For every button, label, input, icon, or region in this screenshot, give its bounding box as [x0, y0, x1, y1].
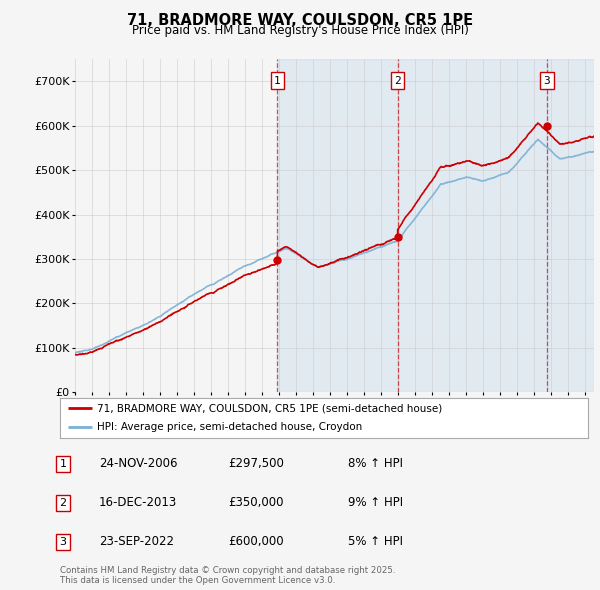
Bar: [547, 59, 594, 392]
Text: 16-DEC-2013: 16-DEC-2013: [99, 496, 177, 509]
Text: 3: 3: [544, 76, 550, 86]
Text: 5% ↑ HPI: 5% ↑ HPI: [348, 535, 403, 548]
Bar: [398, 59, 547, 392]
Text: 23-SEP-2022: 23-SEP-2022: [99, 535, 174, 548]
Text: Contains HM Land Registry data © Crown copyright and database right 2025.
This d: Contains HM Land Registry data © Crown c…: [60, 566, 395, 585]
Text: Price paid vs. HM Land Registry's House Price Index (HPI): Price paid vs. HM Land Registry's House …: [131, 24, 469, 37]
Text: 3: 3: [59, 537, 67, 546]
Text: £600,000: £600,000: [228, 535, 284, 548]
Text: HPI: Average price, semi-detached house, Croydon: HPI: Average price, semi-detached house,…: [97, 422, 362, 432]
Text: 24-NOV-2006: 24-NOV-2006: [99, 457, 178, 470]
Text: 2: 2: [394, 76, 401, 86]
Text: 71, BRADMORE WAY, COULSDON, CR5 1PE: 71, BRADMORE WAY, COULSDON, CR5 1PE: [127, 13, 473, 28]
Text: 1: 1: [59, 459, 67, 468]
Text: 71, BRADMORE WAY, COULSDON, CR5 1PE (semi-detached house): 71, BRADMORE WAY, COULSDON, CR5 1PE (sem…: [97, 404, 442, 414]
Text: 2: 2: [59, 498, 67, 507]
Bar: [277, 59, 398, 392]
Text: £297,500: £297,500: [228, 457, 284, 470]
Text: 9% ↑ HPI: 9% ↑ HPI: [348, 496, 403, 509]
Text: £350,000: £350,000: [228, 496, 284, 509]
Text: 1: 1: [274, 76, 281, 86]
Text: 8% ↑ HPI: 8% ↑ HPI: [348, 457, 403, 470]
